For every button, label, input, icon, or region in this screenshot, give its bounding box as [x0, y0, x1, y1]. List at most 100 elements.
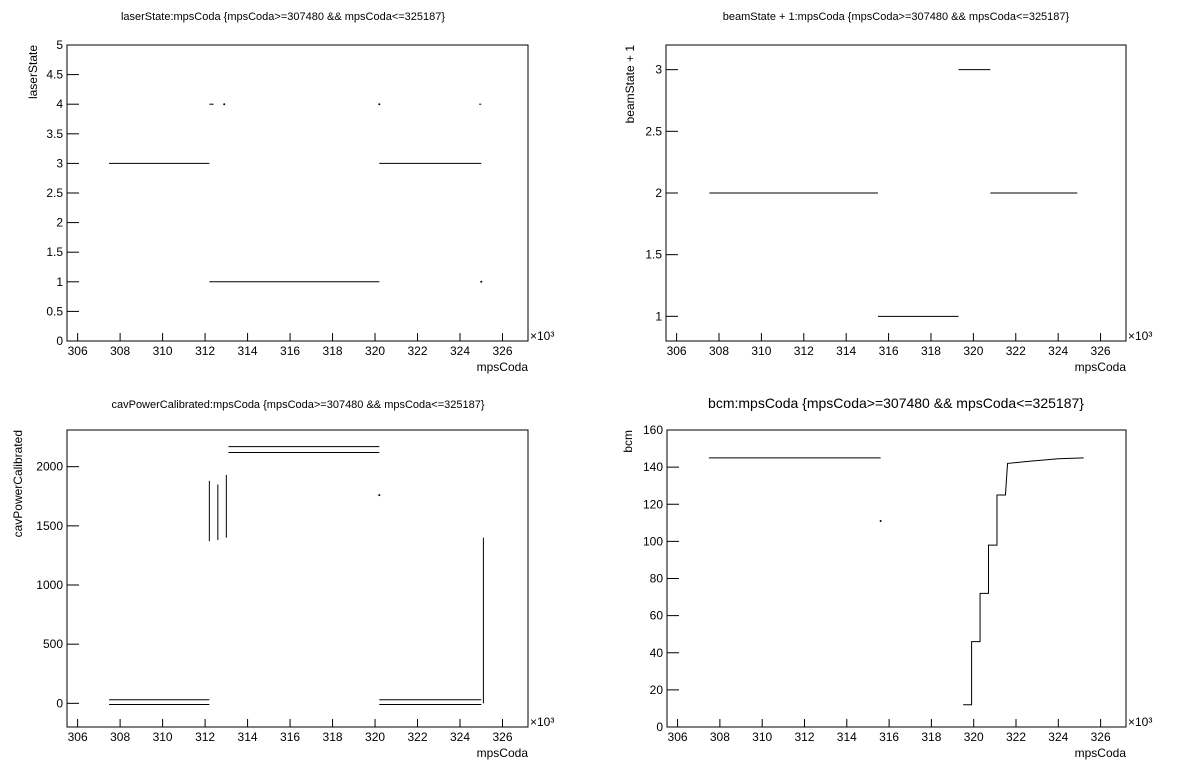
y-tick-label: 120 [643, 497, 663, 511]
x-tick-label: 324 [450, 344, 470, 358]
y-tick-label: 40 [650, 646, 664, 660]
point [378, 494, 381, 497]
x-multiplier: ×10³ [1128, 715, 1152, 729]
x-tick-label: 308 [110, 344, 130, 358]
y-tick-label: 2 [56, 216, 63, 230]
x-multiplier: ×10³ [530, 715, 554, 729]
x-tick-label: 324 [1048, 344, 1068, 358]
x-tick-label: 312 [195, 730, 215, 744]
x-tick-label: 320 [964, 730, 984, 744]
point-run [963, 457, 1084, 706]
x-tick-label: 320 [365, 344, 385, 358]
x-tick-label: 326 [492, 730, 512, 744]
y-tick-label: 100 [643, 534, 663, 548]
y-tick-label: 1.5 [645, 248, 662, 262]
y-tick-label: 20 [650, 683, 664, 697]
x-tick-label: 316 [280, 730, 300, 744]
x-tick-label: 306 [68, 344, 88, 358]
y-axis-label: laserState [26, 45, 40, 99]
point [223, 103, 226, 106]
chart-title: beamState + 1:mpsCoda {mpsCoda>=307480 &… [723, 11, 1070, 23]
x-tick-label: 322 [1006, 344, 1026, 358]
x-tick-label: 308 [710, 730, 730, 744]
y-tick-label: 1 [56, 275, 63, 289]
frame [66, 44, 529, 342]
x-tick-label: 318 [921, 730, 941, 744]
y-tick-label: 3.5 [46, 127, 63, 141]
x-tick-label: 310 [751, 344, 771, 358]
x-tick-label: 316 [879, 344, 899, 358]
x-tick-label: 324 [1048, 730, 1068, 744]
y-tick-label: 2000 [36, 460, 63, 474]
x-axis-label: mpsCoda [1075, 746, 1127, 760]
x-tick-label: 326 [1091, 730, 1111, 744]
x-tick-label: 318 [323, 344, 343, 358]
x-tick-label: 308 [709, 344, 729, 358]
y-tick-label: 1500 [36, 519, 63, 533]
y-tick-label: 160 [643, 423, 663, 437]
x-tick-label: 318 [323, 730, 343, 744]
x-tick-label: 318 [921, 344, 941, 358]
y-tick-label: 1 [655, 309, 662, 323]
y-tick-label: 1000 [36, 578, 63, 592]
x-tick-label: 312 [195, 344, 215, 358]
chart-title: laserState:mpsCoda {mpsCoda>=307480 && m… [121, 11, 445, 23]
x-multiplier: ×10³ [1128, 329, 1152, 343]
x-multiplier: ×10³ [530, 329, 554, 343]
x-tick-label: 314 [836, 344, 856, 358]
frame [666, 429, 1127, 728]
x-tick-label: 320 [365, 730, 385, 744]
x-tick-label: 306 [668, 730, 688, 744]
x-tick-label: 320 [963, 344, 983, 358]
x-tick-label: 312 [794, 730, 814, 744]
y-tick-label: 4 [56, 97, 63, 111]
x-axis-label: mpsCoda [1075, 360, 1127, 374]
x-tick-label: 314 [238, 344, 258, 358]
y-tick-label: 80 [650, 572, 664, 586]
x-tick-label: 306 [667, 344, 687, 358]
frame [66, 429, 529, 728]
y-tick-label: 4.5 [46, 68, 63, 82]
point [480, 280, 483, 283]
y-tick-label: 2.5 [46, 186, 63, 200]
x-tick-label: 316 [879, 730, 899, 744]
x-tick-label: 324 [450, 730, 470, 744]
y-axis-label: cavPowerCalibrated [11, 430, 25, 537]
y-tick-label: 0 [656, 720, 663, 734]
point [378, 103, 381, 106]
y-tick-label: 2.5 [645, 124, 662, 138]
y-tick-label: 1.5 [46, 245, 63, 259]
y-tick-label: 0.5 [46, 304, 63, 318]
y-tick-label: 500 [43, 637, 63, 651]
y-tick-label: 5 [56, 38, 63, 52]
x-tick-label: 314 [837, 730, 857, 744]
x-tick-label: 310 [153, 730, 173, 744]
y-tick-label: 2 [655, 186, 662, 200]
y-tick-label: 3 [655, 63, 662, 77]
x-tick-label: 312 [794, 344, 814, 358]
y-axis-label: bcm [621, 430, 635, 453]
x-tick-label: 308 [110, 730, 130, 744]
x-axis-label: mpsCoda [477, 746, 529, 760]
y-tick-label: 3 [56, 156, 63, 170]
y-tick-label: 60 [650, 609, 664, 623]
y-tick-label: 0 [56, 334, 63, 348]
point [879, 519, 882, 522]
y-tick-label: 140 [643, 460, 663, 474]
x-tick-label: 322 [408, 730, 428, 744]
y-axis-label: beamState + 1 [623, 45, 637, 124]
x-tick-label: 306 [68, 730, 88, 744]
y-tick-label: 0 [56, 696, 63, 710]
x-tick-label: 322 [408, 344, 428, 358]
x-tick-label: 310 [752, 730, 772, 744]
x-tick-label: 314 [238, 730, 258, 744]
x-tick-label: 326 [1091, 344, 1111, 358]
x-tick-label: 322 [1006, 730, 1026, 744]
x-axis-label: mpsCoda [477, 360, 529, 374]
chart-title: cavPowerCalibrated:mpsCoda {mpsCoda>=307… [111, 399, 484, 411]
chart-title: bcm:mpsCoda {mpsCoda>=307480 && mpsCoda<… [708, 395, 1084, 411]
x-tick-label: 310 [153, 344, 173, 358]
x-tick-label: 326 [492, 344, 512, 358]
x-tick-label: 316 [280, 344, 300, 358]
